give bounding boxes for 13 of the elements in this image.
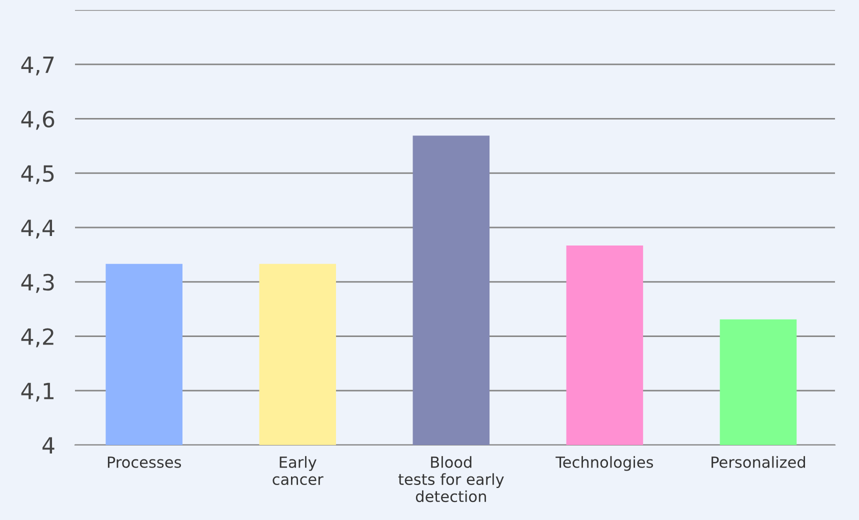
y-tick-label: 4,4: [21, 220, 54, 239]
x-tick-label: Processes: [108, 456, 181, 468]
y-tick-label: 4,1: [21, 382, 54, 402]
x-tick-label: Early cancer: [272, 456, 324, 486]
x-tick-label: Personalized: [712, 456, 805, 468]
x-tick-label: Technologies: [556, 456, 654, 471]
y-tick-label: 4,2: [21, 328, 54, 348]
y-tick-label: 4,3: [21, 274, 54, 293]
x-tick-label: Blood tests for early detection: [398, 456, 504, 502]
y-tick-label: 4,6: [21, 110, 54, 130]
y-tick-label: 4: [42, 437, 54, 454]
y-tick-label: 4,7: [21, 56, 54, 76]
y-tick-label: 4,5: [21, 165, 54, 184]
